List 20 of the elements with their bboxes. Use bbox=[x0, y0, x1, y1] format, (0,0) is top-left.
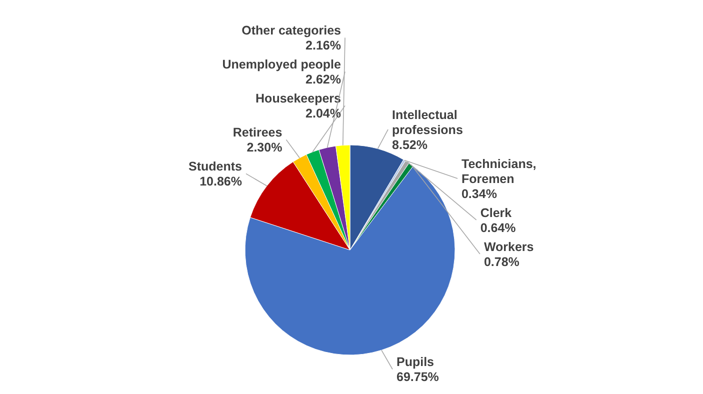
data-label: 2.16% bbox=[306, 38, 341, 53]
slice-label: Retirees bbox=[232, 126, 282, 140]
data-label: 0.34% bbox=[461, 186, 497, 201]
data-label: 0.64% bbox=[480, 220, 516, 235]
slice-label: Students bbox=[188, 160, 242, 174]
slice-label: Clerk bbox=[480, 206, 512, 220]
slice-label: Unemployed people bbox=[222, 58, 342, 72]
data-label: 2.62% bbox=[306, 72, 341, 87]
slice-label: Workers bbox=[484, 240, 534, 254]
slice-label: Intellectual professions bbox=[392, 108, 463, 137]
data-label: 8.52% bbox=[392, 138, 428, 152]
slice-label: Other categories bbox=[242, 24, 342, 38]
data-label: 10.86% bbox=[200, 174, 242, 189]
data-label: 69.75% bbox=[396, 370, 439, 384]
data-label: 2.04% bbox=[306, 106, 341, 121]
slice-label: Pupils bbox=[396, 355, 434, 370]
slice-label: Technicians, Foremen bbox=[461, 156, 536, 186]
data-label: 0.78% bbox=[484, 254, 520, 269]
slice-label: Housekeepers bbox=[256, 92, 342, 106]
data-label: 2.30% bbox=[246, 140, 282, 155]
